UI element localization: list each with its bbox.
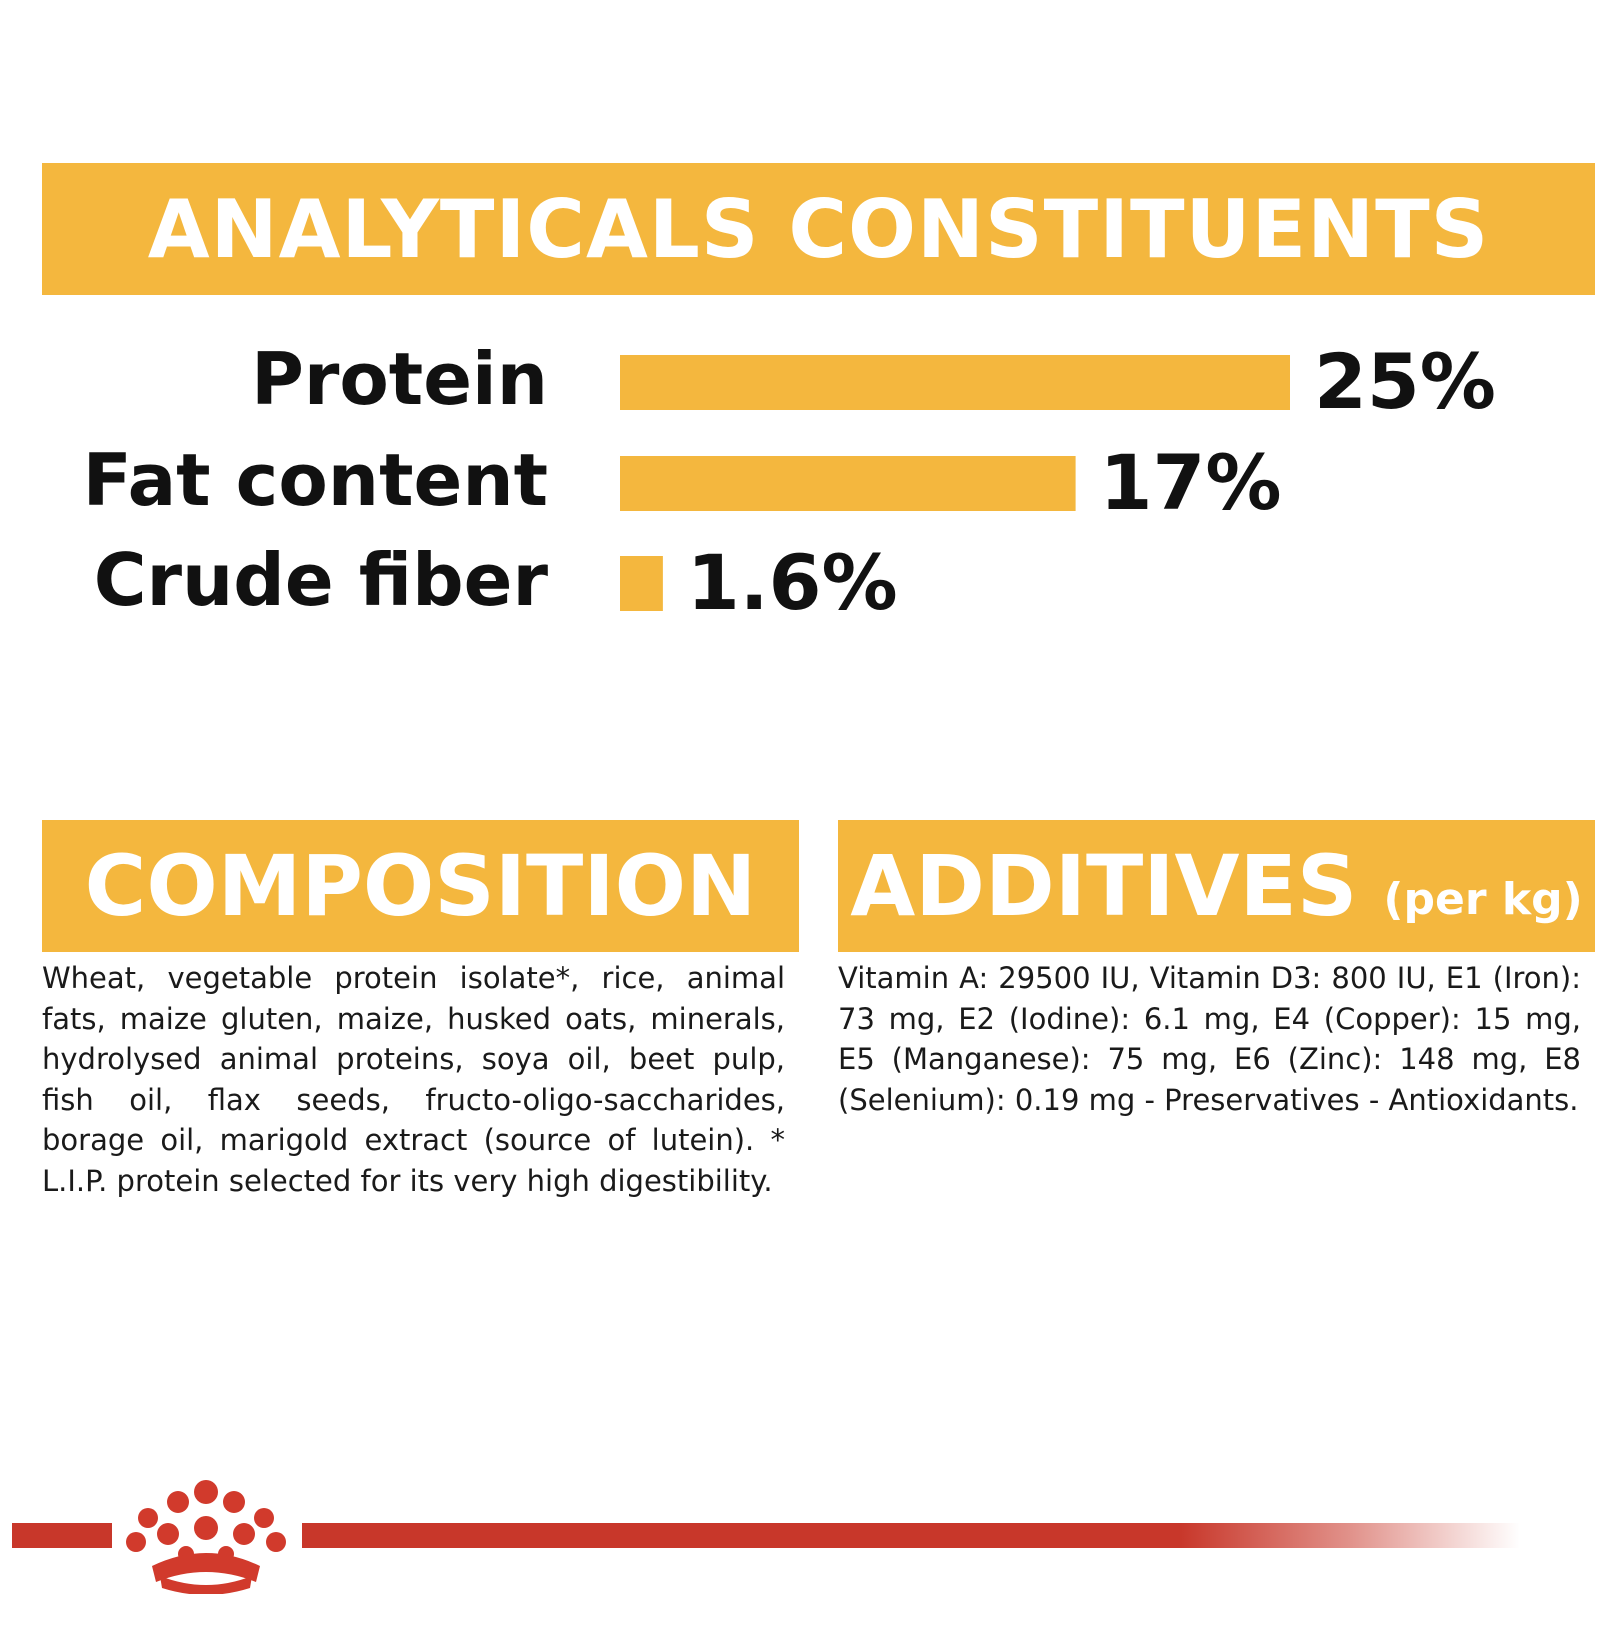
analytical-constituents-title: ANALYTICALS CONSTITUENTS — [147, 182, 1490, 276]
category-label: Crude fiber — [94, 538, 549, 622]
additives-title: ADDITIVES — [850, 837, 1358, 935]
value-label: 17% — [1100, 438, 1282, 527]
value-label: 1.6% — [687, 538, 898, 627]
composition-title: COMPOSITION — [84, 837, 757, 935]
additives-text: Vitamin A: 29500 IU, Vitamin D3: 800 IU,… — [838, 961, 1581, 1117]
bar — [620, 556, 663, 611]
crown-icon — [126, 1480, 286, 1594]
composition-banner: COMPOSITION — [42, 820, 799, 952]
analytical-constituents-banner: ANALYTICALS CONSTITUENTS — [42, 163, 1595, 295]
bar — [620, 456, 1076, 511]
category-label: Fat content — [83, 438, 548, 522]
composition-text: Wheat, vegetable protein isolate*, rice,… — [42, 961, 785, 1198]
bar — [620, 355, 1290, 410]
footer-line-right — [302, 1523, 1520, 1548]
footer-line-left — [12, 1523, 112, 1548]
value-label: 25% — [1314, 337, 1496, 426]
additives-unit: (per kg) — [1383, 873, 1583, 925]
category-label: Protein — [251, 337, 548, 421]
analytical-constituents-chart: Protein 25% Fat content 17% Crude fiber 1.6% — [83, 337, 1496, 627]
additives-banner: ADDITIVES (per kg) — [838, 820, 1595, 952]
